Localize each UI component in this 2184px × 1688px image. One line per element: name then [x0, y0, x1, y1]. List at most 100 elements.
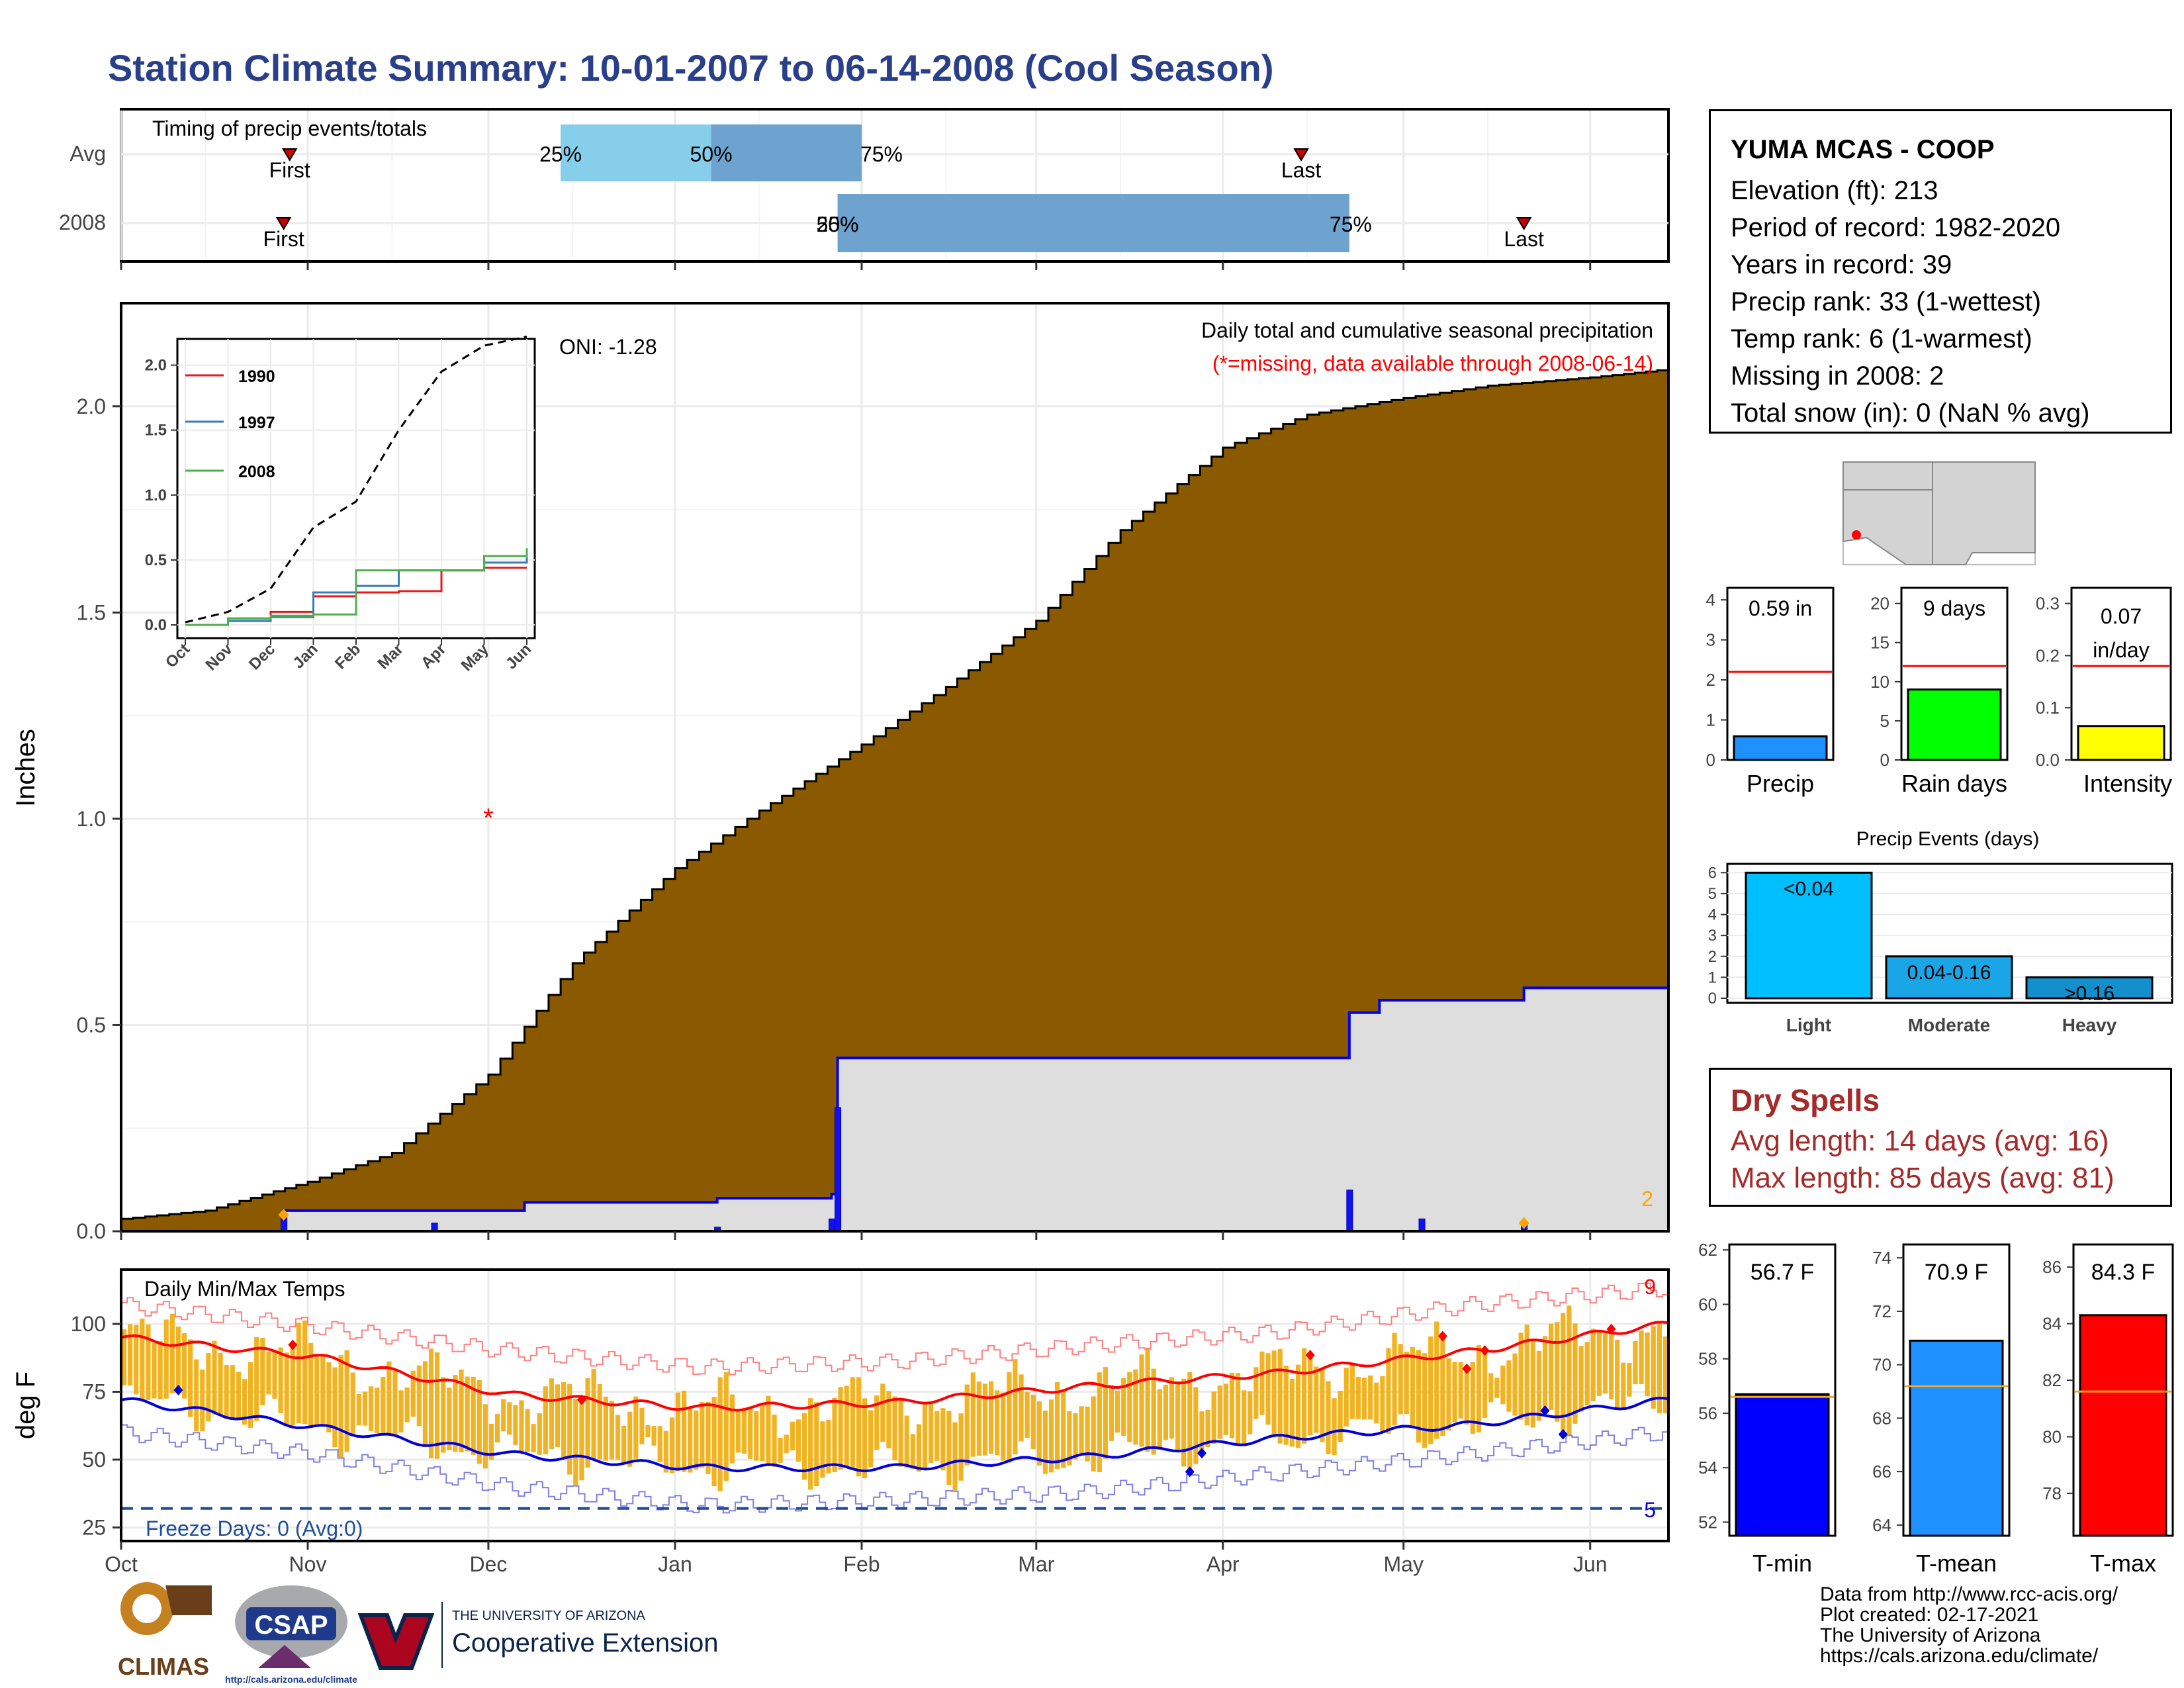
- temp-range-bar: [1013, 1359, 1018, 1455]
- avg-cumulative-area: [120, 369, 1670, 1233]
- tmin-record-marker: [1197, 1448, 1206, 1459]
- temp-range-bar: [688, 1407, 693, 1473]
- tmean-mini-tick-label: 74: [1872, 1248, 1891, 1268]
- events-bars: <0.04 Light 0.04-0.16 Moderate >0.16 Heavy: [1745, 871, 2154, 1035]
- temp-range-bar: [1302, 1348, 1307, 1444]
- temp-range-bar: [1332, 1398, 1337, 1456]
- intensity-mini-label: Intensity: [2083, 770, 2172, 797]
- temp-range-bar: [1645, 1332, 1650, 1397]
- temp-range-bar: [1512, 1353, 1518, 1416]
- precip-mini-tick-label: 1: [1706, 710, 1715, 730]
- temp-range-bar: [1422, 1353, 1428, 1448]
- temp-range-bar: [422, 1361, 428, 1445]
- events-bar-label: >0.16: [2064, 982, 2115, 1004]
- tmax-record-marker: [1305, 1350, 1315, 1361]
- intensity-mini-tick-label: 0.2: [2036, 645, 2060, 665]
- avg-p50-p75-bar: [711, 124, 862, 181]
- temp-range-bar: [1259, 1351, 1265, 1415]
- y2008-last-label: Last: [1504, 227, 1544, 251]
- temp-range-bar: [1326, 1381, 1331, 1454]
- station-location-marker: [1852, 530, 1861, 539]
- temp-range-bar: [1343, 1368, 1349, 1427]
- raindays-mini-chart: 9 days Rain days 0 5 10 15 20: [1870, 586, 2009, 797]
- tmin-avg-line: [120, 1396, 1669, 1473]
- events-y-tick-label: 5: [1708, 885, 1717, 903]
- raindays-mini-bar: [1907, 688, 2002, 761]
- temp-range-bar: [1416, 1350, 1422, 1443]
- temp-y-tick-label: 100: [71, 1312, 106, 1336]
- temp-y-tick-label: 50: [82, 1448, 106, 1472]
- temp-range-bar: [465, 1376, 470, 1452]
- ua-logo: THE UNIVERSITY OF ARIZONA Cooperative Ex…: [357, 1602, 718, 1670]
- tmin-record-line: [121, 1424, 1668, 1514]
- temp-range-bar: [381, 1376, 386, 1433]
- temp-range-bar: [459, 1369, 464, 1453]
- temp-range-bar: [435, 1352, 440, 1459]
- temp-range-bar: [272, 1350, 277, 1399]
- temp-range-bar: [952, 1422, 958, 1491]
- tmin-record-marker: [173, 1384, 183, 1395]
- temp-range-bar: [1036, 1401, 1042, 1466]
- temp-range-bar: [1633, 1340, 1638, 1385]
- temp-range-bar: [1404, 1351, 1409, 1415]
- temp-range-bar: [1549, 1323, 1554, 1410]
- temp-range-bar: [1639, 1330, 1644, 1385]
- tmean-mini-tick-label: 70: [1872, 1355, 1891, 1375]
- temp-range-bar: [1024, 1391, 1030, 1438]
- temp-range-bar: [266, 1351, 271, 1395]
- temp-range-bar: [633, 1396, 639, 1459]
- temp-range-bar: [1567, 1305, 1572, 1435]
- precip-mini-tick-label: 2: [1706, 670, 1715, 690]
- tmax-record-marker: [1606, 1323, 1616, 1335]
- temp-range-bar: [585, 1378, 590, 1468]
- temp-x-tick-label: Mar: [1018, 1552, 1054, 1576]
- inset-avg-line: [185, 335, 527, 624]
- temp-range-bar: [1621, 1362, 1626, 1409]
- temp-range-bar: [1488, 1373, 1494, 1403]
- raindays-mini-label: Rain days: [1901, 770, 2007, 797]
- y2008-first-marker: [275, 217, 292, 230]
- events-bar-light: [1745, 871, 1873, 1000]
- tmax-mini-tick-label: 80: [2042, 1427, 2062, 1446]
- ua-big-text: Cooperative Extension: [452, 1628, 718, 1658]
- temp-range-bar: [1277, 1348, 1283, 1444]
- temp-range-bar: [356, 1393, 361, 1426]
- y2008-p50-p75-bar: [837, 194, 1349, 252]
- tmean-mini-tick-label: 66: [1872, 1462, 1891, 1481]
- freeze-label: Freeze Days: 0 (Avg:0): [146, 1517, 363, 1540]
- temp-range-bar: [603, 1396, 608, 1461]
- station-years: Years in record: 39: [1731, 250, 1952, 279]
- footer-line-1: Data from http://www.rcc-acis.org/: [1820, 1583, 2118, 1605]
- temp-range-bar: [868, 1410, 874, 1468]
- intensity-value: 0.07: [2101, 604, 2142, 628]
- temp-range-bar: [766, 1395, 771, 1464]
- events-y-ticks: 0 1 2 3 4 5 6: [1708, 864, 1727, 1008]
- events-y-tick-label: 1: [1708, 968, 1717, 986]
- temp-range-bar: [1001, 1392, 1006, 1461]
- timing-row-2008: 2008: [59, 211, 106, 234]
- temp-range-bar: [1079, 1406, 1084, 1456]
- precip-value: 0.59 in: [1749, 596, 1812, 620]
- temp-range-bar: [224, 1364, 229, 1419]
- inset-series-2008: [185, 548, 528, 626]
- legend-1997: 1997: [238, 414, 275, 432]
- missing-marks: *: [278, 804, 1529, 1229]
- temp-range-bar: [1602, 1333, 1608, 1394]
- temp-range-bar: [1590, 1329, 1596, 1401]
- temp-range-bar: [350, 1372, 355, 1437]
- missing-count: 2: [1641, 1187, 1653, 1211]
- precip-x-ticks: [120, 1231, 1592, 1240]
- temp-range-bar: [681, 1390, 687, 1472]
- temp-range-bar: [1555, 1322, 1560, 1422]
- temp-range-bar: [1253, 1367, 1259, 1419]
- raindays-mini-tick-label: 15: [1870, 633, 1889, 653]
- events-category-label: Moderate: [1908, 1015, 1990, 1035]
- temp-range-bar: [1055, 1382, 1060, 1470]
- dry-spells: Dry Spells Avg length: 14 days (avg: 16)…: [1709, 1068, 2172, 1207]
- temp-range-bar: [940, 1408, 946, 1471]
- temp-range-bar: [362, 1391, 368, 1426]
- temp-range-bar: [982, 1383, 988, 1456]
- intensity-mini-tick-label: 0.0: [2036, 750, 2060, 770]
- temp-y-tick-label: 75: [82, 1380, 106, 1404]
- events-bar-label: 0.04-0.16: [1907, 962, 1991, 984]
